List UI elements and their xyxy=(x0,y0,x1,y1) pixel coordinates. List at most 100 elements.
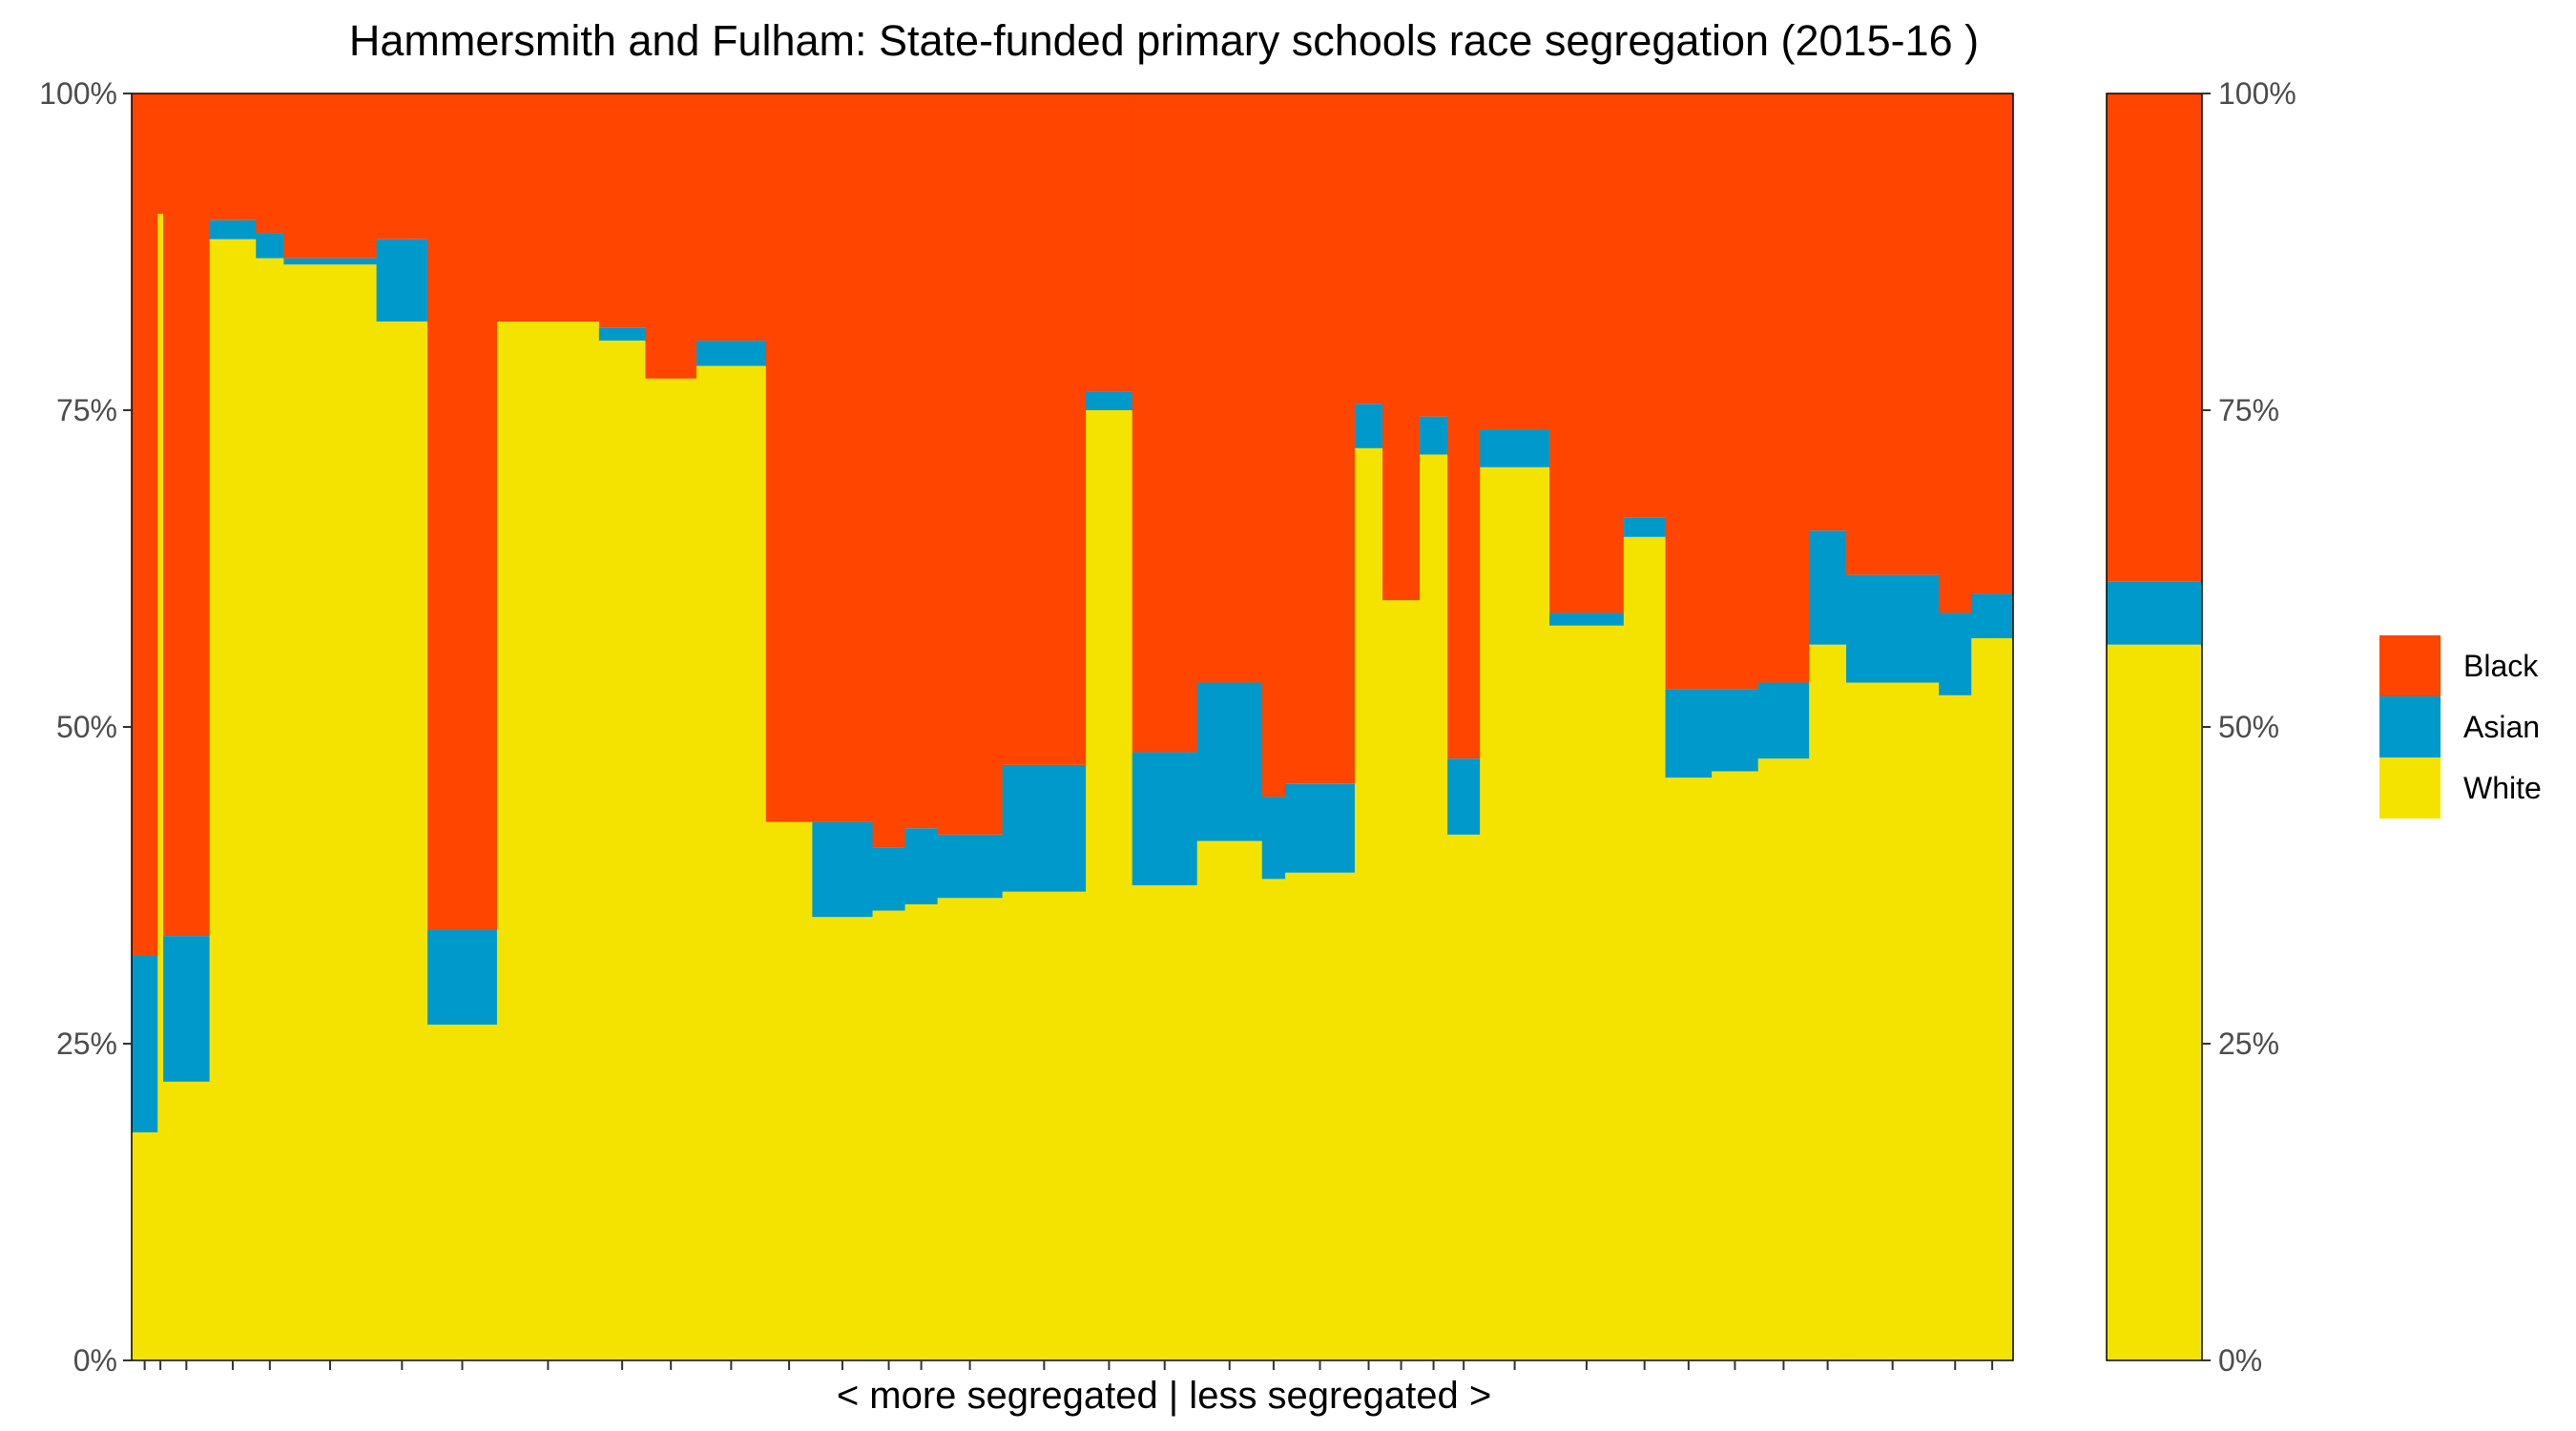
school-22-black-segment xyxy=(1261,93,1286,798)
school-30-white-segment xyxy=(1623,536,1666,1360)
school-31-black-segment xyxy=(1665,93,1713,690)
school-35-black-segment xyxy=(1846,93,1940,575)
legend-label-black: Black xyxy=(2463,649,2539,683)
school-23-asian-segment xyxy=(1285,783,1356,873)
school-37-asian-segment xyxy=(1971,593,2014,639)
school-32-asian-segment xyxy=(1712,689,1759,772)
school-17-black-segment xyxy=(937,93,1004,835)
school-8-white-segment xyxy=(427,1025,498,1360)
school-27-black-segment xyxy=(1447,93,1481,759)
school-32-black-segment xyxy=(1712,93,1759,690)
school-16-asian-segment xyxy=(904,828,938,904)
y-tick-label-left: 75% xyxy=(56,393,117,427)
y-tick-label-left: 0% xyxy=(73,1343,117,1378)
school-25-black-segment xyxy=(1382,93,1421,601)
school-17-white-segment xyxy=(937,898,1004,1360)
school-24-asian-segment xyxy=(1354,404,1383,448)
school-34-asian-segment xyxy=(1809,530,1847,645)
school-20-black-segment xyxy=(1132,93,1198,753)
school-7-black-segment xyxy=(376,93,428,239)
school-36-asian-segment xyxy=(1939,612,1972,695)
school-17-asian-segment xyxy=(937,834,1004,899)
school-23-white-segment xyxy=(1285,872,1356,1360)
school-27-asian-segment xyxy=(1447,758,1481,835)
school-28-asian-segment xyxy=(1480,428,1550,467)
school-32-white-segment xyxy=(1712,771,1759,1360)
school-20-asian-segment xyxy=(1132,752,1198,885)
school-36-black-segment xyxy=(1939,93,1972,613)
school-23-black-segment xyxy=(1285,93,1356,784)
school-12-asian-segment xyxy=(696,340,767,366)
school-35-asian-segment xyxy=(1846,574,1940,683)
y-tick-label-right: 50% xyxy=(2218,710,2279,744)
legend-swatch-black xyxy=(2379,635,2441,696)
overall-bar-group xyxy=(2107,93,2203,1360)
school-20-white-segment xyxy=(1132,885,1198,1360)
overall-white-segment xyxy=(2107,644,2203,1360)
school-18-white-segment xyxy=(1002,891,1087,1360)
school-11-white-segment xyxy=(645,378,697,1360)
school-14-black-segment xyxy=(812,93,873,822)
school-30-asian-segment xyxy=(1623,517,1666,537)
school-27-white-segment xyxy=(1447,834,1481,1360)
legend-swatch-asian xyxy=(2379,696,2441,757)
school-24-black-segment xyxy=(1354,93,1383,404)
school-1-black-segment xyxy=(132,93,158,956)
legend: Black Asian White xyxy=(2379,635,2542,819)
school-21-asian-segment xyxy=(1196,682,1263,841)
school-28-black-segment xyxy=(1480,93,1550,429)
y-tick-label-right: 75% xyxy=(2218,393,2279,427)
school-4-asian-segment xyxy=(209,219,257,239)
school-5-black-segment xyxy=(256,93,284,234)
school-8-black-segment xyxy=(427,93,498,930)
school-36-white-segment xyxy=(1939,695,1972,1360)
school-10-asian-segment xyxy=(598,327,646,341)
y-tick-label-left: 25% xyxy=(56,1027,117,1061)
school-3-white-segment xyxy=(163,1081,211,1360)
school-10-black-segment xyxy=(598,93,646,328)
overall-black-segment xyxy=(2107,93,2203,582)
school-12-white-segment xyxy=(696,365,767,1360)
school-7-asian-segment xyxy=(376,238,428,322)
school-9-black-segment xyxy=(496,93,600,322)
overall-asian-segment xyxy=(2107,581,2203,645)
school-29-white-segment xyxy=(1549,625,1625,1360)
school-10-white-segment xyxy=(598,340,646,1361)
school-19-white-segment xyxy=(1086,410,1133,1360)
school-3-asian-segment xyxy=(163,936,211,1082)
school-1-asian-segment xyxy=(132,955,158,1132)
school-5-white-segment xyxy=(256,258,284,1360)
school-6-asian-segment xyxy=(283,258,377,265)
y-tick-label-right: 25% xyxy=(2218,1027,2279,1061)
school-33-white-segment xyxy=(1757,758,1810,1360)
school-28-white-segment xyxy=(1480,467,1550,1360)
legend-label-asian: Asian xyxy=(2463,710,2540,744)
school-11-black-segment xyxy=(645,93,697,379)
school-22-asian-segment xyxy=(1261,797,1286,880)
school-33-asian-segment xyxy=(1757,682,1810,759)
school-6-white-segment xyxy=(283,264,377,1360)
school-25-white-segment xyxy=(1382,600,1421,1360)
bars-group xyxy=(132,93,2014,1361)
school-21-white-segment xyxy=(1196,840,1263,1360)
school-18-asian-segment xyxy=(1002,764,1087,892)
school-34-black-segment xyxy=(1809,93,1847,531)
school-14-asian-segment xyxy=(812,821,873,918)
school-22-white-segment xyxy=(1261,879,1286,1360)
school-2-white-segment xyxy=(157,214,164,1360)
school-4-white-segment xyxy=(209,238,257,1361)
school-4-black-segment xyxy=(209,93,257,220)
school-15-asian-segment xyxy=(872,847,905,911)
school-19-black-segment xyxy=(1086,93,1133,392)
school-2-black-segment xyxy=(157,93,164,215)
school-19-asian-segment xyxy=(1086,391,1133,410)
y-tick-label-left: 50% xyxy=(56,710,117,744)
school-35-white-segment xyxy=(1846,682,1940,1360)
school-13-white-segment xyxy=(765,821,813,1360)
school-15-white-segment xyxy=(872,910,905,1360)
school-3-black-segment xyxy=(163,93,211,937)
school-37-black-segment xyxy=(1971,93,2014,594)
school-29-asian-segment xyxy=(1549,612,1625,626)
school-8-asian-segment xyxy=(427,929,498,1026)
